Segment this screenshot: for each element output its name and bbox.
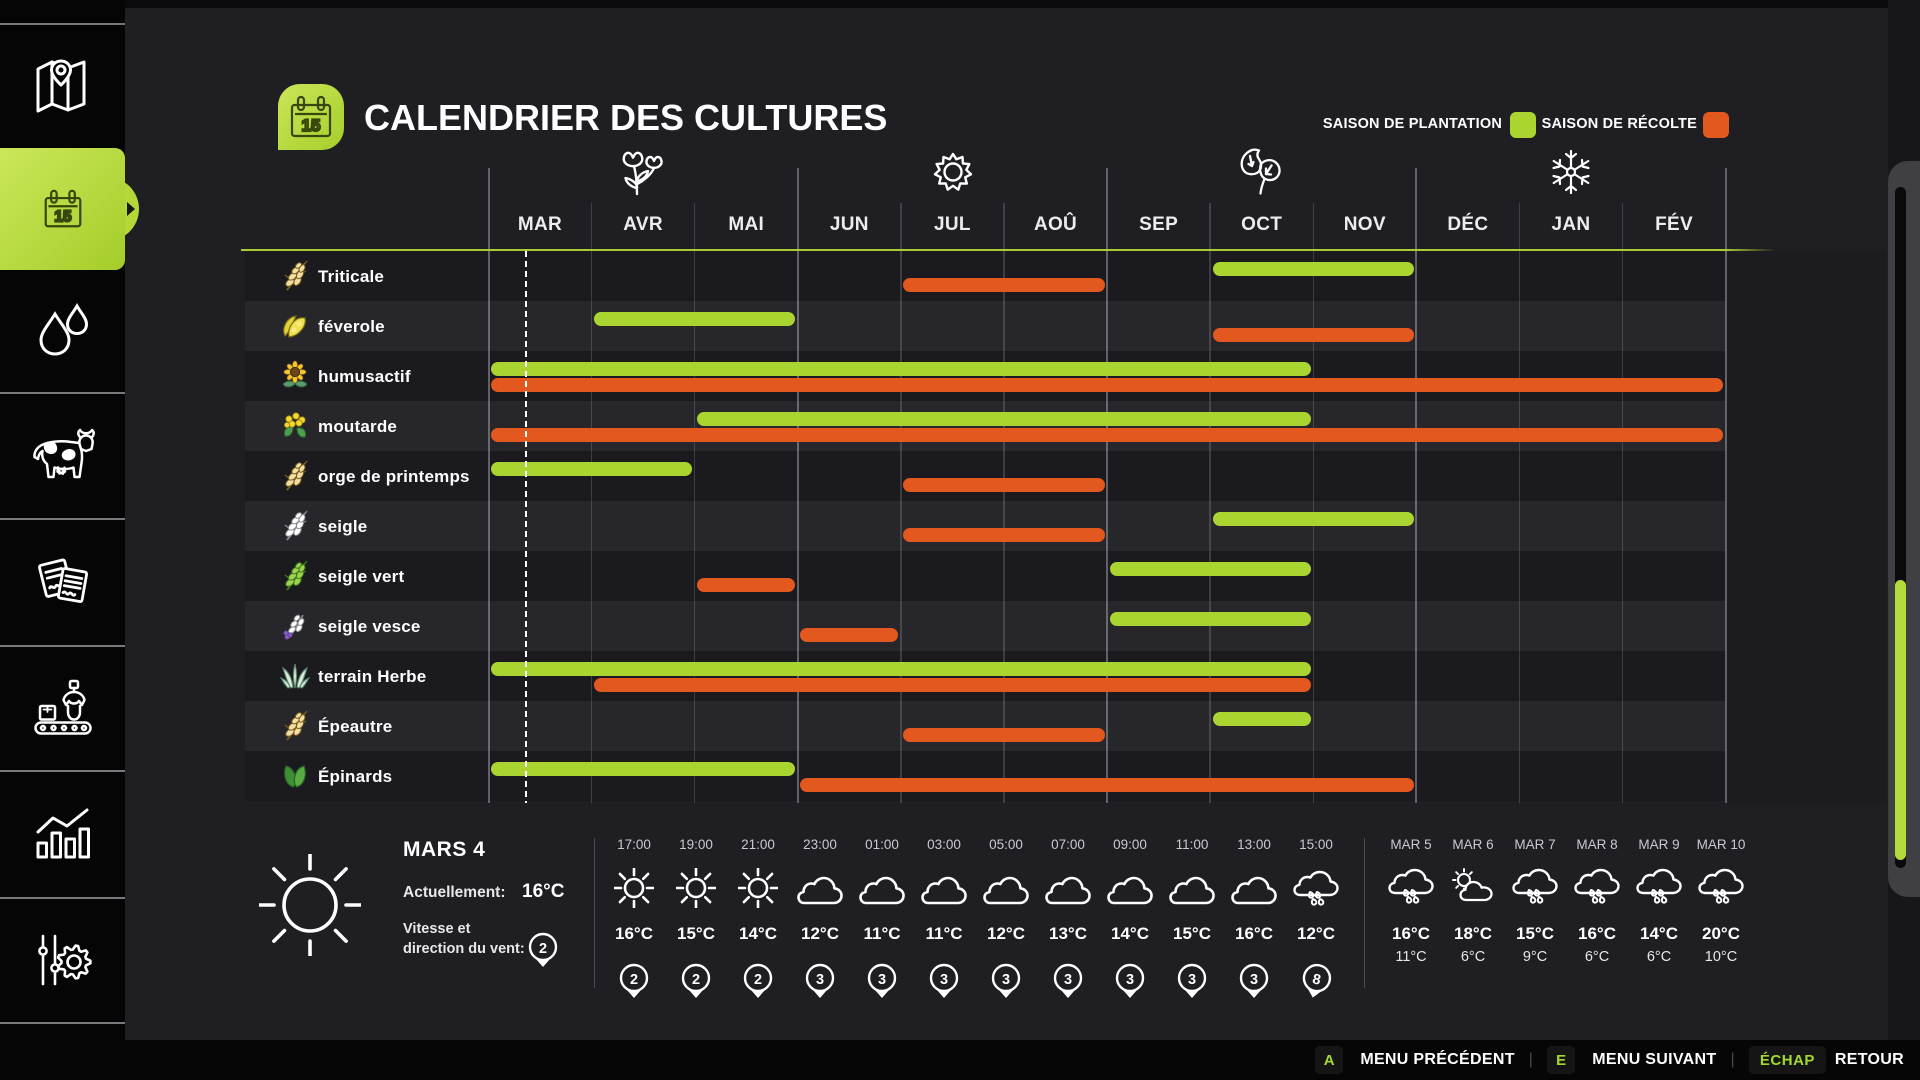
svg-text:3: 3 (1002, 972, 1010, 988)
svg-text:8: 8 (1311, 971, 1322, 988)
svg-text:3: 3 (878, 972, 886, 988)
svg-text:3: 3 (940, 972, 948, 988)
svg-text:3: 3 (816, 972, 824, 988)
svg-text:2: 2 (630, 972, 638, 988)
svg-text:2: 2 (692, 972, 700, 988)
svg-text:15: 15 (54, 209, 72, 226)
svg-text:2: 2 (539, 941, 547, 957)
svg-text:3: 3 (1250, 972, 1258, 988)
svg-text:15: 15 (302, 116, 321, 135)
svg-text:2: 2 (754, 972, 762, 988)
svg-text:3: 3 (1188, 972, 1196, 988)
svg-text:3: 3 (1064, 972, 1072, 988)
svg-text:3: 3 (1126, 972, 1134, 988)
